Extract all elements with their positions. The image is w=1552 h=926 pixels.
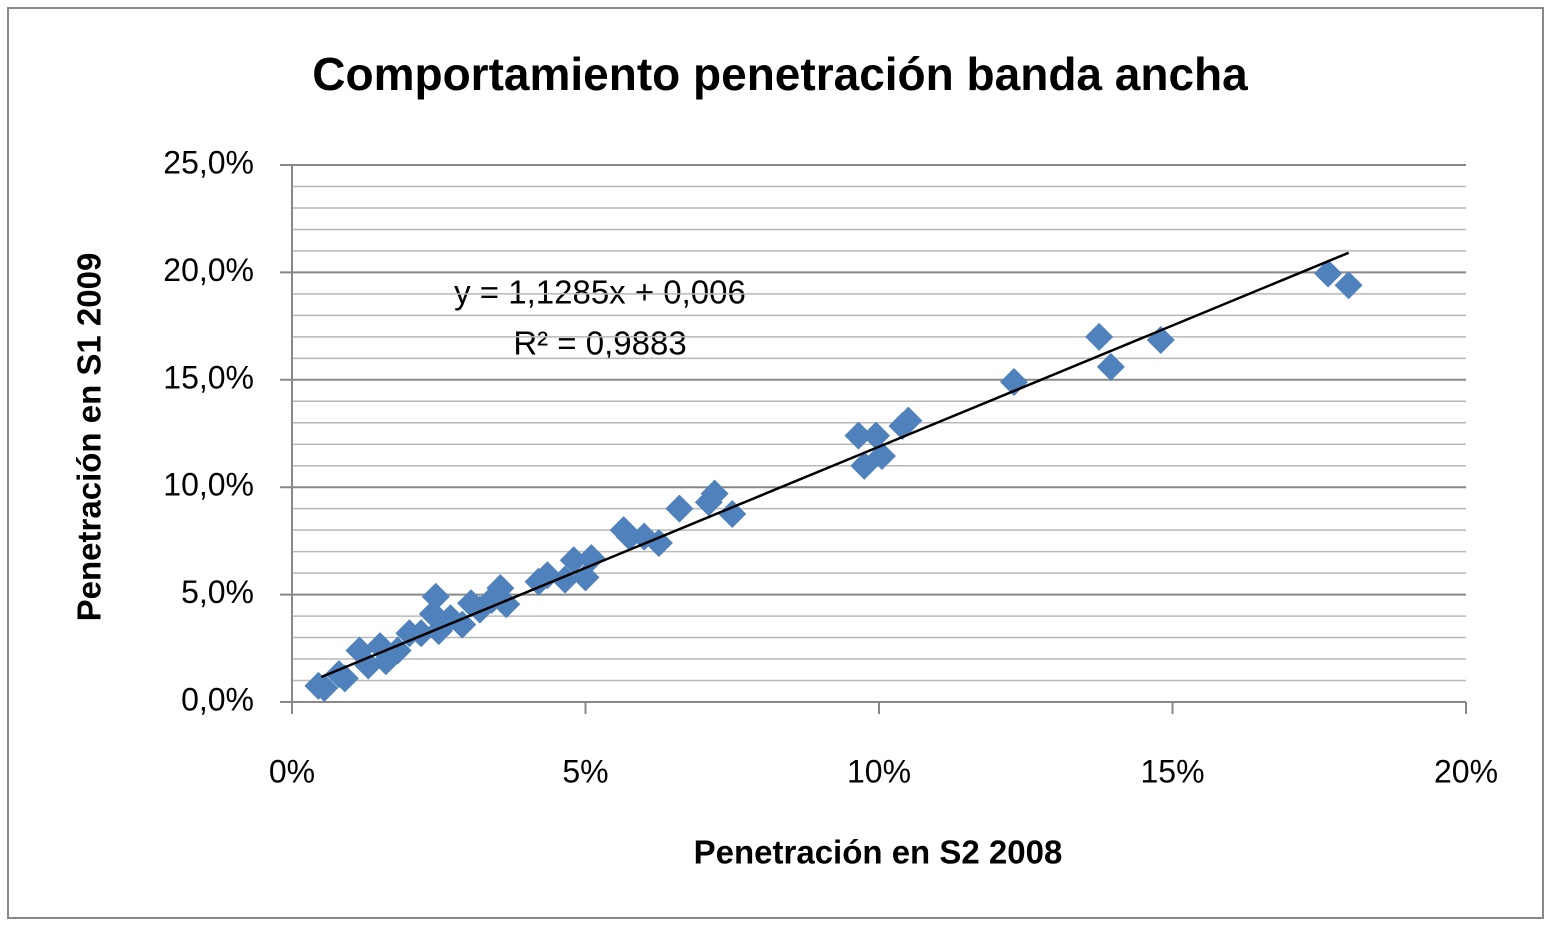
scatter-point: [894, 406, 923, 435]
scatter-point: [407, 619, 436, 648]
scatter-point: [310, 674, 339, 703]
x-tick-label: 20%: [1434, 753, 1498, 789]
y-tick-label: 20,0%: [163, 252, 254, 288]
trendline-r-squared: R² = 0,9883: [513, 325, 686, 362]
scatter-point: [844, 421, 873, 450]
x-tick-label: 10%: [847, 753, 911, 789]
scatter-point: [448, 610, 477, 639]
y-tick-label: 25,0%: [163, 144, 254, 180]
y-tick-label: 15,0%: [163, 359, 254, 395]
scatter-point: [665, 494, 694, 523]
y-tick-label: 5,0%: [181, 574, 254, 610]
chart-title: Comportamiento penetración banda ancha: [312, 48, 1248, 100]
x-tick-label: 5%: [562, 753, 608, 789]
x-axis-label: Penetración en S2 2008: [694, 834, 1063, 871]
scatter-point: [1085, 322, 1114, 351]
scatter-point: [559, 546, 588, 575]
x-tick-label: 0%: [269, 753, 315, 789]
scatter-point: [421, 582, 450, 611]
scatter-point: [615, 522, 644, 551]
scatter-point: [1096, 352, 1125, 381]
y-tick-label: 0,0%: [181, 681, 254, 717]
trendline: [320, 251, 1350, 679]
scatter-point: [862, 421, 891, 450]
scatter-point: [700, 479, 729, 508]
y-axis-label: Penetración en S1 2009: [71, 253, 108, 622]
y-tick-label: 10,0%: [163, 467, 254, 503]
scatter-point: [1314, 259, 1343, 288]
x-tick-label: 15%: [1140, 753, 1204, 789]
chart-border: [7, 7, 1544, 919]
scatter-point: [718, 500, 747, 529]
trendline-equation: y = 1,1285x + 0,006: [454, 274, 746, 311]
scatter-point: [1334, 271, 1363, 300]
scatter-point: [577, 544, 606, 573]
